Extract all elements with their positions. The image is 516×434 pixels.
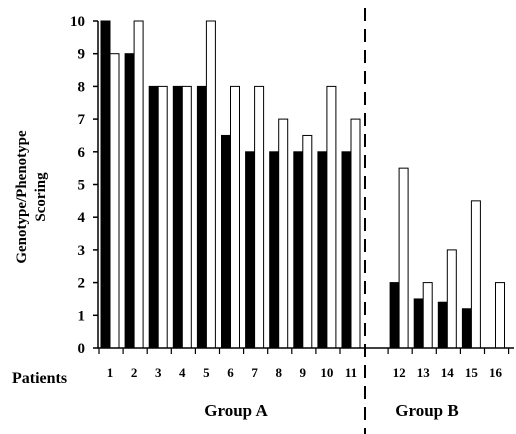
bar-s2-9 (302, 134, 313, 349)
y-tick-label-1: 1 (78, 308, 86, 324)
x-tick-label-14: 14 (441, 365, 455, 380)
y-tick-label-2: 2 (78, 276, 86, 292)
bar-s1-12 (389, 282, 400, 349)
y-tick-label-4: 4 (78, 210, 86, 226)
x-tick-label-16: 16 (489, 365, 503, 380)
x-tick-label-4: 4 (179, 365, 186, 380)
y-tick-label-6: 6 (78, 145, 86, 161)
bar-s1-14 (437, 301, 448, 349)
bar-s1-4 (172, 85, 183, 349)
bar-s1-7 (245, 151, 256, 349)
y-axis-label-line1: Genotype/Phenotype (14, 130, 30, 264)
bar-s1-1 (100, 20, 111, 349)
y-tick-label-10: 10 (70, 14, 85, 30)
x-axis: 1 2 3 4 5 6 7 8 9 10 11 12 13 14 15 16 (98, 347, 514, 380)
y-axis: 0 1 2 3 4 5 6 7 8 9 10 (70, 14, 99, 357)
bar-s2-1 (109, 53, 120, 349)
bar-s1-9 (293, 151, 304, 349)
bar-s2-14 (446, 249, 457, 349)
bar-s1-2 (124, 53, 135, 349)
bar-s2-13 (422, 282, 433, 349)
y-tick-label-7: 7 (78, 112, 86, 128)
bar-s2-16 (495, 282, 505, 349)
group-label-2: Group B (395, 401, 458, 420)
bar-s1-3 (148, 85, 159, 349)
bar-s1-6 (221, 134, 231, 349)
x-tick-label-10: 10 (320, 365, 333, 380)
x-tick-label-1: 1 (107, 365, 114, 380)
bar-s2-2 (133, 20, 144, 349)
bar-s1-5 (196, 85, 207, 349)
x-tick-label-7: 7 (251, 365, 258, 380)
bar-s2-11 (350, 118, 361, 349)
bar-s2-10 (326, 85, 337, 349)
x-tick-label-11: 11 (345, 365, 357, 380)
x-tick-label-8: 8 (275, 365, 282, 380)
x-tick-label-6: 6 (227, 365, 234, 380)
bar-s1-8 (269, 151, 280, 349)
bar-s2-4 (181, 85, 192, 349)
x-tick-label-12: 12 (393, 365, 406, 380)
bar-s1-13 (413, 298, 424, 349)
bar-s2-8 (278, 118, 289, 349)
group-label-1: Group A (204, 401, 268, 420)
y-tick-label-3: 3 (78, 243, 86, 259)
bar-s2-6 (230, 85, 240, 349)
y-tick-label-9: 9 (78, 47, 86, 63)
x-tick-label-5: 5 (203, 365, 210, 380)
bar-s2-5 (205, 20, 216, 349)
bar-s1-10 (317, 151, 328, 349)
bar-s1-15 (461, 308, 472, 349)
bar-s2-12 (398, 167, 409, 349)
group-labels: Group A Group B (204, 401, 458, 420)
bars (100, 20, 505, 349)
bar-s2-7 (254, 85, 265, 349)
x-tick-label-13: 13 (417, 365, 431, 380)
y-tick-label-0: 0 (78, 341, 86, 357)
x-tick-label-9: 9 (300, 365, 307, 380)
y-axis-label: Genotype/Phenotype Scoring (14, 130, 49, 264)
patients-label: Patients (12, 370, 67, 387)
y-axis-label-line2: Scoring (33, 172, 49, 222)
y-tick-label-8: 8 (78, 79, 86, 95)
x-tick-label-15: 15 (465, 365, 479, 380)
bar-s1-11 (341, 151, 352, 349)
bar-s2-3 (157, 85, 168, 349)
x-tick-label-2: 2 (131, 365, 138, 380)
y-tick-label-5: 5 (78, 178, 86, 194)
x-tick-label-3: 3 (155, 365, 162, 380)
bar-s2-15 (470, 200, 481, 349)
